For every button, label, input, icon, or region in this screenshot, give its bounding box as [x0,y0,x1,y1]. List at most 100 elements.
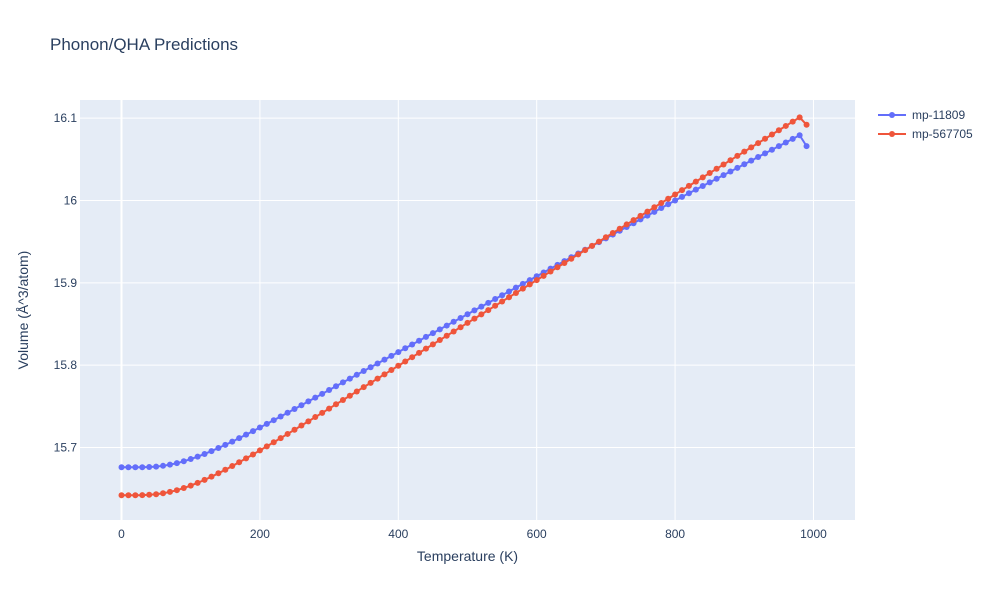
data-point-mp-567705[interactable] [672,191,679,198]
data-point-mp-567705[interactable] [499,298,506,305]
data-point-mp-567705[interactable] [305,418,312,425]
data-point-mp-567705[interactable] [741,148,748,155]
data-point-mp-11809[interactable] [478,303,485,310]
data-point-mp-11809[interactable] [270,417,277,424]
data-point-mp-567705[interactable] [263,443,270,450]
data-point-mp-11809[interactable] [450,318,457,325]
data-point-mp-11809[interactable] [118,464,125,471]
data-point-mp-11809[interactable] [748,157,755,164]
data-point-mp-567705[interactable] [208,473,215,480]
data-point-mp-11809[interactable] [768,146,775,153]
data-point-mp-11809[interactable] [388,352,395,359]
data-point-mp-567705[interactable] [782,122,789,129]
data-point-mp-11809[interactable] [762,150,769,157]
data-point-mp-11809[interactable] [782,139,789,146]
data-point-mp-11809[interactable] [160,462,167,469]
data-point-mp-567705[interactable] [519,285,526,292]
data-point-mp-11809[interactable] [381,356,388,363]
data-point-mp-567705[interactable] [526,281,533,288]
data-point-mp-567705[interactable] [547,268,554,275]
data-point-mp-567705[interactable] [160,490,167,497]
data-point-mp-11809[interactable] [679,193,686,200]
data-point-mp-11809[interactable] [436,326,443,333]
data-point-mp-11809[interactable] [512,284,519,291]
data-point-mp-567705[interactable] [478,311,485,318]
data-point-mp-11809[interactable] [333,383,340,390]
data-point-mp-11809[interactable] [346,375,353,382]
data-point-mp-567705[interactable] [374,375,381,382]
data-point-mp-567705[interactable] [173,487,180,494]
data-point-mp-11809[interactable] [409,341,416,348]
data-point-mp-567705[interactable] [277,435,284,442]
data-point-mp-567705[interactable] [284,430,291,437]
data-point-mp-567705[interactable] [422,345,429,352]
data-point-mp-11809[interactable] [326,387,333,394]
data-point-mp-567705[interactable] [692,178,699,185]
data-point-mp-567705[interactable] [685,182,692,189]
data-point-mp-567705[interactable] [789,118,796,125]
data-point-mp-567705[interactable] [602,234,609,241]
data-point-mp-567705[interactable] [360,384,367,391]
data-point-mp-567705[interactable] [166,488,173,495]
data-point-mp-11809[interactable] [789,135,796,142]
data-point-mp-11809[interactable] [464,311,471,318]
data-point-mp-567705[interactable] [492,302,499,309]
data-point-mp-11809[interactable] [146,464,153,471]
data-point-mp-11809[interactable] [312,394,319,401]
data-point-mp-11809[interactable] [153,463,160,470]
data-point-mp-567705[interactable] [215,470,222,477]
data-point-mp-11809[interactable] [319,390,326,397]
data-point-mp-567705[interactable] [339,397,346,404]
data-point-mp-11809[interactable] [353,371,360,378]
data-point-mp-567705[interactable] [651,204,658,211]
data-point-mp-11809[interactable] [229,438,236,445]
data-point-mp-567705[interactable] [436,337,443,344]
data-point-mp-11809[interactable] [291,405,298,412]
data-point-mp-567705[interactable] [609,230,616,236]
data-point-mp-11809[interactable] [506,288,513,295]
data-point-mp-11809[interactable] [222,441,229,448]
data-point-mp-11809[interactable] [485,299,492,306]
data-point-mp-11809[interactable] [256,424,263,431]
data-point-mp-567705[interactable] [291,426,298,433]
data-point-mp-11809[interactable] [713,175,720,182]
data-point-mp-11809[interactable] [755,153,762,160]
data-point-mp-567705[interactable] [326,405,333,412]
data-point-mp-567705[interactable] [312,414,319,421]
legend[interactable]: mp-11809 mp-567705 [878,108,973,141]
legend-item-mp-11809[interactable]: mp-11809 [878,108,965,122]
data-point-mp-567705[interactable] [118,492,125,499]
data-point-mp-567705[interactable] [125,492,132,499]
data-point-mp-567705[interactable] [595,238,602,245]
data-point-mp-567705[interactable] [727,157,734,164]
data-point-mp-11809[interactable] [665,201,672,208]
data-point-mp-567705[interactable] [775,127,782,134]
data-point-mp-567705[interactable] [755,140,762,147]
data-point-mp-11809[interactable] [734,164,741,171]
data-point-mp-567705[interactable] [768,131,775,138]
data-point-mp-567705[interactable] [229,463,236,470]
data-point-mp-11809[interactable] [692,186,699,193]
data-point-mp-11809[interactable] [658,205,665,212]
data-point-mp-567705[interactable] [353,388,360,395]
data-point-mp-11809[interactable] [803,143,810,150]
data-point-mp-11809[interactable] [471,307,478,314]
data-point-mp-567705[interactable] [464,319,471,326]
data-point-mp-11809[interactable] [775,143,782,150]
data-point-mp-11809[interactable] [243,431,250,438]
data-point-mp-567705[interactable] [533,277,540,284]
data-point-mp-11809[interactable] [263,420,270,427]
data-point-mp-11809[interactable] [651,208,658,215]
data-point-mp-567705[interactable] [256,447,263,454]
data-point-mp-11809[interactable] [519,280,526,287]
data-point-mp-11809[interactable] [249,428,256,435]
data-point-mp-11809[interactable] [720,172,727,179]
data-point-mp-567705[interactable] [298,422,305,429]
data-point-mp-567705[interactable] [139,492,146,499]
data-point-mp-567705[interactable] [416,349,423,356]
data-point-mp-567705[interactable] [706,170,713,177]
data-point-mp-567705[interactable] [582,247,589,254]
data-point-mp-567705[interactable] [665,195,672,202]
data-point-mp-11809[interactable] [499,292,506,299]
data-point-mp-11809[interactable] [367,364,374,371]
